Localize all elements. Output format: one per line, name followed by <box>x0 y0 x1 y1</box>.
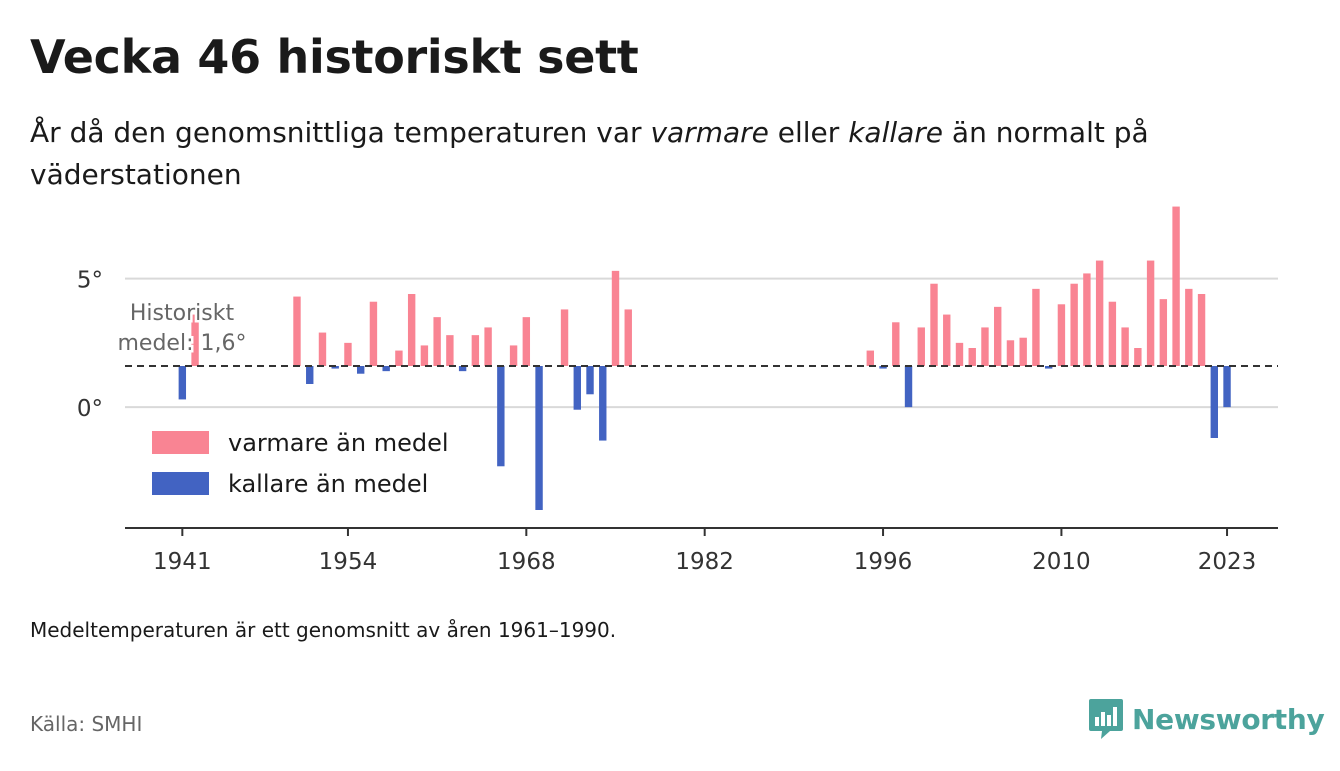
bar <box>1121 327 1129 366</box>
source-credit: Källa: SMHI <box>30 712 143 736</box>
bar <box>1159 299 1168 366</box>
bar <box>446 335 454 366</box>
bar <box>904 366 913 408</box>
bar <box>395 350 403 366</box>
bar <box>1019 337 1027 366</box>
chart-subtitle: År då den genomsnittliga temperaturen va… <box>30 112 1270 196</box>
x-tick-label: 1982 <box>675 549 734 575</box>
subtitle-text-end: än normalt på väderstationen <box>30 116 1149 191</box>
bar <box>866 350 875 366</box>
bar <box>943 314 951 366</box>
bar <box>955 342 964 366</box>
bar <box>535 366 543 510</box>
subtitle-cold-word: kallare <box>848 116 944 149</box>
bar <box>522 317 531 366</box>
bar <box>420 345 429 366</box>
bar <box>599 366 607 441</box>
footnote: Medeltemperaturen är ett genomsnitt av å… <box>30 618 617 642</box>
bar <box>369 301 378 366</box>
bar <box>586 366 594 395</box>
bar <box>611 270 620 366</box>
legend-swatch-cold <box>152 472 209 495</box>
bar <box>191 314 199 366</box>
bar <box>892 322 900 366</box>
bar <box>1032 288 1040 366</box>
legend-swatch-warm <box>152 431 209 454</box>
legend-label-warm: varmare än medel <box>228 429 449 457</box>
bar <box>471 335 480 366</box>
subtitle-warm-word: varmare <box>650 116 769 149</box>
bar <box>497 366 505 467</box>
bar <box>1083 273 1091 366</box>
x-axis-ticks: 1941 1954 1968 1982 1996 2010 2023 <box>153 528 1256 575</box>
brand-name: Newsworthy <box>1132 702 1325 736</box>
chart-title: Vecka 46 historiskt sett <box>30 30 639 84</box>
bar <box>356 366 365 374</box>
bar <box>1210 366 1218 438</box>
bar <box>1095 260 1104 366</box>
bar <box>344 342 352 366</box>
x-tick-label: 1996 <box>854 549 913 575</box>
bar <box>994 306 1002 366</box>
x-tick-label: 1968 <box>497 549 556 575</box>
bar <box>1223 366 1231 408</box>
subtitle-text: År då den genomsnittliga temperaturen va… <box>30 116 651 149</box>
bar <box>1185 288 1193 366</box>
y-tick-label: 5° <box>77 268 103 294</box>
bar <box>484 327 492 366</box>
mean-label-line1: Historiskt <box>130 301 235 326</box>
x-tick-label: 1954 <box>319 549 378 575</box>
bars <box>178 206 1231 510</box>
bar <box>178 366 187 400</box>
bar <box>1108 301 1117 366</box>
bar <box>573 366 581 410</box>
bar <box>1006 340 1015 366</box>
bar <box>1172 206 1180 366</box>
legend: varmare än medel kallare än medel <box>152 429 449 498</box>
bar <box>509 345 518 366</box>
bar <box>433 317 441 366</box>
bar <box>1197 294 1206 366</box>
bar <box>458 366 467 372</box>
newsworthy-logo-icon <box>1089 699 1123 739</box>
legend-label-cold: kallare än medel <box>228 470 428 498</box>
bar <box>318 332 327 366</box>
x-tick-label: 2023 <box>1198 549 1257 575</box>
bar <box>917 327 925 366</box>
bar <box>382 366 390 372</box>
bar-chart: Historiskt medel: 1,6° 1941 1954 1968 1982 1… <box>77 206 1278 575</box>
x-tick-label: 2010 <box>1032 549 1091 575</box>
brand-logo: Newsworthy <box>1088 697 1325 741</box>
bar <box>981 327 989 366</box>
bar <box>1044 366 1053 369</box>
y-axis-ticks: 0° 5° <box>77 268 103 423</box>
bar <box>1134 348 1142 366</box>
x-tick-label: 1941 <box>153 549 212 575</box>
bar <box>293 296 301 366</box>
bar <box>1146 260 1155 366</box>
bar <box>879 366 887 369</box>
bar <box>331 366 339 369</box>
bar <box>560 309 569 366</box>
mean-label-line2: medel: 1,6° <box>118 331 247 356</box>
bar <box>407 294 416 366</box>
bar <box>1070 283 1078 366</box>
bar <box>306 366 314 384</box>
bar <box>1057 304 1066 366</box>
y-tick-label: 0° <box>77 396 103 422</box>
bar <box>624 309 632 366</box>
historical-mean-annotation: Historiskt medel: 1,6° <box>115 299 249 359</box>
bar <box>930 283 938 366</box>
bar <box>968 348 976 366</box>
subtitle-text-mid: eller <box>768 116 849 149</box>
